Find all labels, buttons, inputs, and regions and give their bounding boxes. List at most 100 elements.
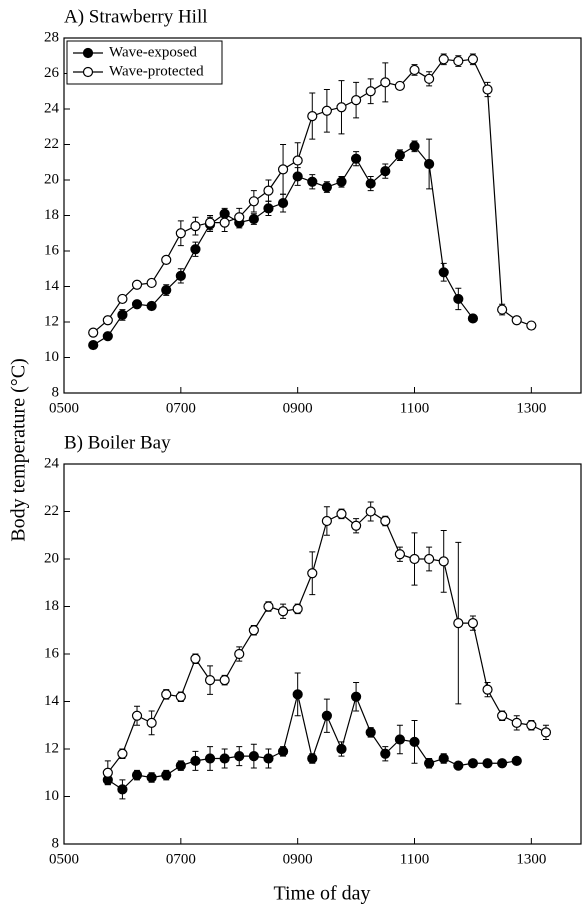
marker [365,178,376,189]
marker [365,506,376,517]
marker [336,743,347,755]
marker [380,77,391,88]
y-tick-label: 22 [44,136,59,152]
marker [409,141,420,152]
marker [161,284,172,296]
x-tick-label: 0700 [166,400,196,416]
y-tick-label: 14 [44,278,60,294]
y-tick-label: 24 [44,100,60,116]
x-tick-label: 1100 [400,400,429,416]
marker [161,254,172,265]
marker [424,758,435,769]
marker [336,102,347,113]
x-axis-label: Time of day [273,883,370,905]
marker [307,568,318,579]
marker [350,95,362,106]
marker [175,270,186,281]
marker [350,153,362,164]
marker [190,221,201,232]
legend-marker [82,47,94,59]
marker [394,150,406,161]
marker [277,164,289,175]
marker [219,675,230,686]
y-tick-label: 10 [44,788,59,804]
marker [175,691,186,702]
marker [497,710,508,721]
y-tick-label: 22 [44,503,59,519]
marker [219,217,230,228]
y-tick-label: 18 [44,207,59,223]
marker [467,618,479,629]
y-tick-label: 24 [44,455,60,471]
marker [263,203,274,214]
y-tick-label: 16 [44,242,60,258]
marker [424,73,435,84]
y-tick-label: 12 [44,313,59,329]
marker [277,197,289,209]
marker [321,710,332,721]
marker [292,155,303,166]
marker [292,689,303,700]
marker [409,736,420,747]
marker [117,309,128,320]
marker [263,753,274,764]
marker [248,625,259,636]
marker [117,784,128,795]
marker [511,755,522,766]
marker [394,80,406,92]
marker [526,320,537,331]
marker [453,293,464,305]
marker [540,727,552,738]
y-tick-label: 18 [44,598,59,614]
panel-title: B) Boiler Bay [64,432,171,453]
marker [438,753,449,764]
marker [497,304,508,315]
marker [438,556,449,567]
marker [321,182,332,193]
marker [277,606,289,617]
marker [380,515,391,527]
marker [380,748,391,759]
y-tick-label: 16 [44,645,60,661]
marker [453,55,464,67]
marker [511,315,522,326]
marker [161,770,172,781]
x-tick-label: 1300 [516,400,546,416]
marker [307,110,318,122]
marker [117,748,128,759]
legend-label: Wave-exposed [109,44,197,60]
marker [88,327,99,338]
marker [467,313,479,324]
marker [292,603,303,614]
marker [131,710,143,721]
y-tick-label: 26 [44,65,60,81]
legend-marker [82,66,94,78]
y-tick-label: 20 [44,171,59,187]
marker [190,244,201,255]
marker [234,751,245,762]
marker [482,84,493,95]
marker [409,64,420,76]
marker [424,553,435,565]
y-tick-label: 8 [52,384,60,400]
y-tick-label: 10 [44,349,59,365]
marker [175,760,186,771]
marker [117,293,128,305]
legend-label: Wave-protected [109,63,204,79]
marker [190,755,201,766]
marker [102,767,113,778]
marker [365,86,376,97]
marker [336,508,347,519]
x-tick-label: 1100 [400,851,429,867]
marker [438,54,449,65]
marker [131,299,143,310]
marker [526,720,537,731]
marker [204,675,216,686]
marker [394,549,406,560]
plot-frame [63,37,582,394]
marker [336,176,347,187]
x-tick-label: 0900 [283,400,313,416]
marker [263,185,274,196]
